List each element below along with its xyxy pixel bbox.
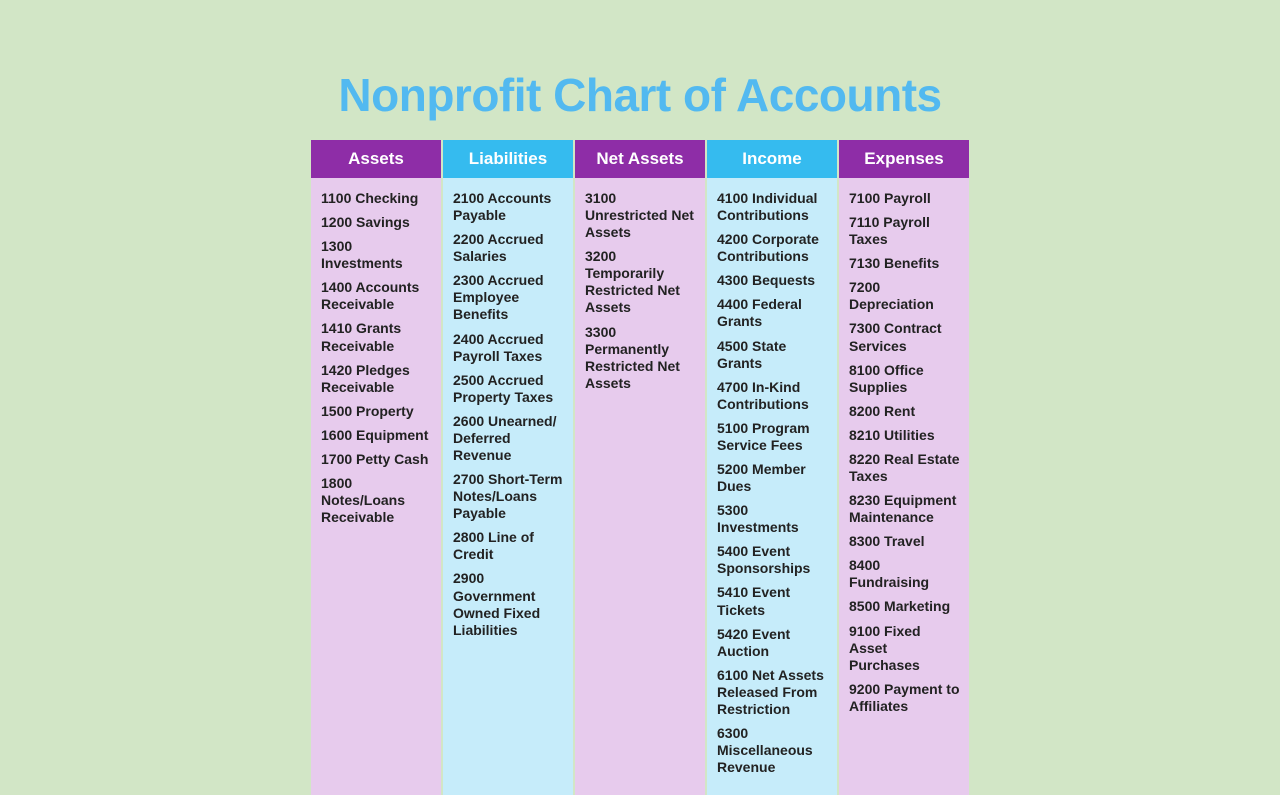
column-liabilities: Liabilities 2100 Accounts Payable 2200 Acc… — [443, 140, 573, 795]
account-item: 2100 Accounts Payable — [453, 190, 565, 224]
column-body: 7100 Payroll 7110 Payroll Taxes 7130 Benef… — [839, 178, 969, 795]
account-item: 1100 Checking — [321, 190, 433, 207]
account-item: 2800 Line of Credit — [453, 529, 565, 563]
account-item: 1700 Petty Cash — [321, 451, 433, 468]
account-item: 3300 Permanently Restricted Net Assets — [585, 324, 697, 392]
account-item: 5400 Event Sponsorships — [717, 543, 829, 577]
account-item: 3100 Unrestricted Net Assets — [585, 190, 697, 241]
account-item: 9200 Payment to Affiliates — [849, 681, 961, 715]
account-item: 5420 Event Auction — [717, 626, 829, 660]
account-item: 1200 Savings — [321, 214, 433, 231]
account-item: 2600 Unearned/ Deferred Revenue — [453, 413, 565, 464]
account-item: 8100 Office Supplies — [849, 362, 961, 396]
account-item: 2300 Accrued Employee Benefits — [453, 272, 565, 323]
account-item: 9100 Fixed Asset Purchases — [849, 623, 961, 674]
account-item: 8210 Utilities — [849, 427, 961, 444]
column-body: 2100 Accounts Payable 2200 Accrued Salari… — [443, 178, 573, 795]
column-header: Income — [707, 140, 837, 178]
account-item: 7300 Contract Services — [849, 320, 961, 354]
account-item: 5410 Event Tickets — [717, 584, 829, 618]
column-body: 4100 Individual Contributions 4200 Corpor… — [707, 178, 837, 795]
account-item: 5200 Member Dues — [717, 461, 829, 495]
account-item: 1300 Investments — [321, 238, 433, 272]
account-item: 8400 Fundraising — [849, 557, 961, 591]
accounts-table: Assets 1100 Checking 1200 Savings 1300 Inve… — [311, 140, 969, 795]
column-header: Net Assets — [575, 140, 705, 178]
account-item: 4300 Bequests — [717, 272, 829, 289]
account-item: 7110 Payroll Taxes — [849, 214, 961, 248]
account-item: 2500 Accrued Property Taxes — [453, 372, 565, 406]
account-item: 7100 Payroll — [849, 190, 961, 207]
account-item: 5300 Investments — [717, 502, 829, 536]
account-item: 7200 Depreciation — [849, 279, 961, 313]
column-net-assets: Net Assets 3100 Unrestricted Net Assets 32… — [575, 140, 705, 795]
page-container: Nonprofit Chart of Accounts Assets1100 C… — [0, 0, 1280, 795]
account-item: 4100 Individual Contributions — [717, 190, 829, 224]
account-item: 1500 Property — [321, 403, 433, 420]
account-item: 8220 Real Estate Taxes — [849, 451, 961, 485]
account-item: 2700 Short-Term Notes/Loans Payable — [453, 471, 565, 522]
account-item: 8200 Rent — [849, 403, 961, 420]
account-item: 1400 Accounts Receivable — [321, 279, 433, 313]
account-item: 1410 Grants Receivable — [321, 320, 433, 354]
account-item: 4400 Federal Grants — [717, 296, 829, 330]
account-item: 6300 Miscellaneous Revenue — [717, 725, 829, 776]
account-item: 8230 Equipment Maintenance — [849, 492, 961, 526]
account-item: 7130 Benefits — [849, 255, 961, 272]
page-title: Nonprofit Chart of Accounts — [338, 68, 941, 122]
column-body: 3100 Unrestricted Net Assets 3200 Tempora… — [575, 178, 705, 795]
account-item: 8300 Travel — [849, 533, 961, 550]
account-item: 1420 Pledges Receivable — [321, 362, 433, 396]
account-item: 4200 Corporate Contributions — [717, 231, 829, 265]
account-item: 6100 Net Assets Released From Restrictio… — [717, 667, 829, 718]
account-item: 2900 Government Owned Fixed Liabilities — [453, 570, 565, 638]
account-item: 2200 Accrued Salaries — [453, 231, 565, 265]
account-item: 8500 Marketing — [849, 598, 961, 615]
column-income: Income 4100 Individual Contributions 4200 … — [707, 140, 837, 795]
column-header: Assets — [311, 140, 441, 178]
column-body: 1100 Checking 1200 Savings 1300 Investment… — [311, 178, 441, 795]
column-assets: Assets 1100 Checking 1200 Savings 1300 Inve… — [311, 140, 441, 795]
account-item: 3200 Temporarily Restricted Net Assets — [585, 248, 697, 316]
column-header: Expenses — [839, 140, 969, 178]
account-item: 4700 In-Kind Contributions — [717, 379, 829, 413]
account-item: 1600 Equipment — [321, 427, 433, 444]
account-item: 5100 Program Service Fees — [717, 420, 829, 454]
column-expenses: Expenses7100 Payroll7110 Payroll Taxes71… — [839, 140, 969, 795]
account-item: 4500 State Grants — [717, 338, 829, 372]
account-item: 1800 Notes/Loans Receivable — [321, 475, 433, 526]
account-item: 2400 Accrued Payroll Taxes — [453, 331, 565, 365]
column-header: Liabilities — [443, 140, 573, 178]
